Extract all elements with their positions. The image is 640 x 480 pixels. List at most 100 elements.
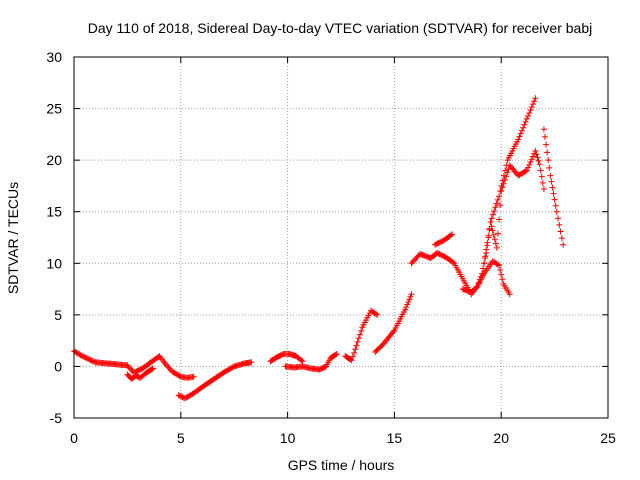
series-seg-c <box>175 359 255 402</box>
data-point <box>486 225 493 232</box>
data-point <box>403 304 410 311</box>
data-point <box>349 353 356 360</box>
data-point <box>492 240 499 247</box>
x-tick-label: 5 <box>177 430 185 446</box>
data-point <box>537 167 544 174</box>
data-point <box>515 136 522 143</box>
data-point <box>546 164 553 171</box>
data-point <box>525 164 532 171</box>
data-point <box>358 327 365 334</box>
data-point <box>354 338 361 345</box>
data-point <box>474 282 481 289</box>
data-point <box>390 328 397 335</box>
y-axis-label: SDTVAR / TECUs <box>5 182 21 294</box>
data-point <box>81 353 88 360</box>
plot-frame <box>73 56 609 419</box>
data-point <box>497 188 504 195</box>
data-point <box>532 95 539 102</box>
data-point <box>348 357 355 364</box>
data-point <box>76 351 83 358</box>
data-point <box>526 109 533 116</box>
y-tick-label: 0 <box>54 358 62 374</box>
data-point <box>540 186 547 193</box>
data-point <box>373 311 380 318</box>
series-seg-a <box>71 347 197 381</box>
data-point <box>534 154 541 161</box>
series-seg-j <box>459 147 547 296</box>
data-point <box>558 235 565 242</box>
data-point <box>125 363 132 370</box>
series-seg-f <box>342 307 381 364</box>
data-point <box>473 284 480 291</box>
data-point <box>164 362 171 369</box>
data-point <box>166 365 173 372</box>
data-point <box>502 167 509 174</box>
data-point <box>79 353 86 360</box>
y-tick-label: 30 <box>46 49 62 65</box>
data-point <box>477 273 484 280</box>
data-point <box>518 127 525 134</box>
data-point <box>483 246 490 253</box>
data-point <box>523 115 530 122</box>
data-point <box>496 216 503 223</box>
data-point <box>485 232 492 239</box>
data-point <box>545 157 552 164</box>
data-point <box>544 149 551 156</box>
series-seg-e <box>282 351 340 373</box>
data-point <box>555 215 562 222</box>
chart-title: Day 110 of 2018, Sidereal Day-to-day VTE… <box>88 20 592 36</box>
data-point <box>491 236 498 243</box>
data-point <box>529 153 536 160</box>
data-point <box>496 193 503 200</box>
data-point <box>497 202 504 209</box>
data-point <box>351 349 358 356</box>
data-point <box>551 196 558 203</box>
data-point <box>532 147 539 154</box>
data-point <box>126 365 133 372</box>
data-point <box>498 182 505 189</box>
series-seg-d <box>267 351 306 365</box>
data-point <box>128 366 135 373</box>
data-point <box>408 291 415 298</box>
data-point <box>190 373 197 380</box>
data-point <box>541 133 548 140</box>
data-point <box>493 244 500 251</box>
data-point <box>352 346 359 353</box>
data-point <box>298 357 305 364</box>
data-point <box>77 352 84 359</box>
data-point <box>447 232 454 239</box>
data-point <box>526 161 533 168</box>
data-point <box>449 259 456 266</box>
data-point <box>543 141 550 148</box>
data-point <box>489 211 496 218</box>
data-point <box>549 184 556 191</box>
data-point <box>176 392 183 399</box>
data-point <box>82 354 89 361</box>
data-point <box>475 279 482 286</box>
data-point <box>374 311 381 318</box>
data-point <box>535 157 542 164</box>
series-seg-i <box>431 231 456 248</box>
data-point <box>175 392 182 399</box>
data-point <box>521 121 528 128</box>
data-point <box>520 124 527 131</box>
data-point <box>449 231 456 238</box>
data-point <box>481 260 488 267</box>
data-point <box>525 112 532 119</box>
data-point <box>516 133 523 140</box>
data-point <box>498 271 505 278</box>
data-point <box>528 104 535 111</box>
data-point <box>406 296 413 303</box>
data-point <box>405 298 412 305</box>
x-axis-label: GPS time / hours <box>288 457 395 473</box>
data-point <box>550 190 557 197</box>
data-point <box>490 231 497 238</box>
y-tick-label: 5 <box>54 307 62 323</box>
data-point <box>523 167 530 174</box>
data-point <box>540 126 547 133</box>
data-point <box>522 168 529 175</box>
data-point <box>478 270 485 277</box>
y-tick-label: 25 <box>46 101 62 117</box>
